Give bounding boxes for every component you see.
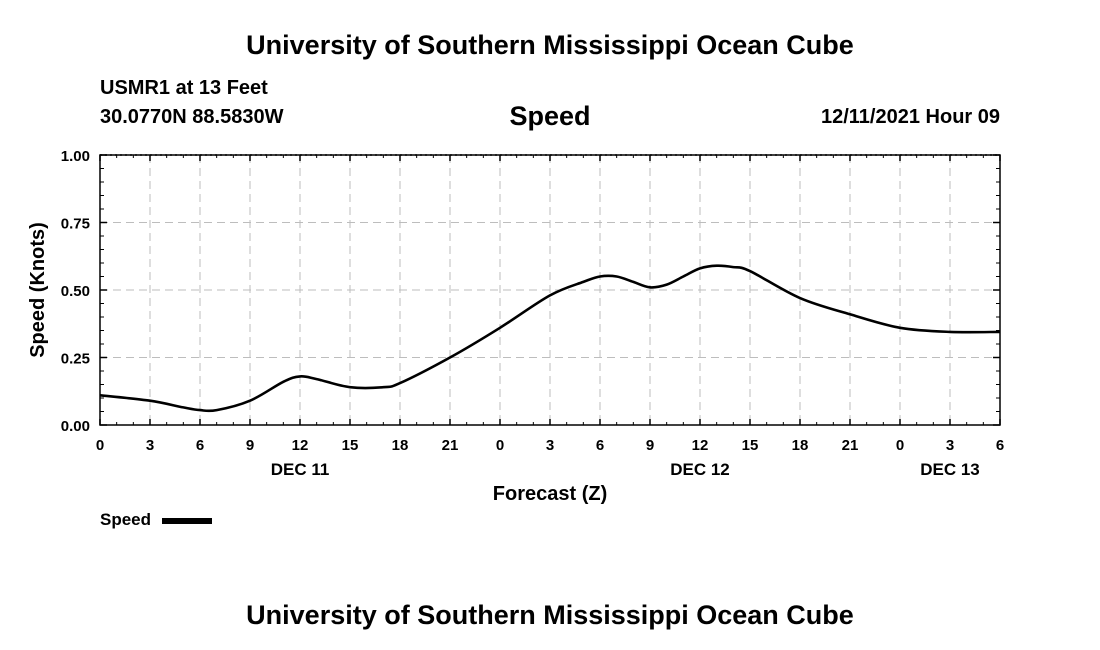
page-title: University of Southern Mississippi Ocean…	[246, 30, 854, 60]
x-axis-label: Forecast (Z)	[493, 483, 607, 505]
x-tick-label: 6	[196, 437, 204, 454]
chart-title: Speed	[509, 101, 591, 131]
x-tick-label: 0	[96, 437, 104, 454]
x-tick-label: 0	[896, 437, 904, 454]
x-tick-label: 15	[342, 437, 359, 454]
date-label: DEC 13	[920, 460, 980, 479]
x-tick-label: 9	[246, 437, 254, 454]
x-tick-label: 21	[442, 437, 459, 454]
axis-ticks: 0 3 6 9 12 15 18 21 0 3 6 9 12 15 18 21 0 3 6 0.00 0.25 0.50 0…	[61, 148, 1004, 479]
x-tick-label: 3	[546, 437, 554, 454]
series-group	[99, 264, 1001, 413]
x-tick-label: 18	[392, 437, 409, 454]
date-label: DEC 12	[670, 460, 730, 479]
station-label: USMR1 at 13 Feet	[100, 77, 268, 99]
x-tick-label: 12	[692, 437, 709, 454]
y-tick-label: 1.00	[61, 148, 90, 165]
x-tick-label: 18	[792, 437, 809, 454]
series-line-speed	[99, 264, 1001, 413]
x-tick-label: 15	[742, 437, 759, 454]
x-tick-label: 6	[596, 437, 604, 454]
y-tick-label: 0.50	[61, 283, 90, 300]
y-tick-label: 0.25	[61, 351, 90, 368]
speed-chart: 0 3 6 9 12 15 18 21 0 3 6 9 12 15 18 21 0 3 6 0.00 0.25 0.50 0…	[27, 148, 1004, 505]
x-tick-label: 3	[946, 437, 954, 454]
x-tick-label: 3	[146, 437, 154, 454]
x-tick-label: 6	[996, 437, 1004, 454]
y-tick-label: 0.75	[61, 216, 90, 233]
legend-label: Speed	[100, 510, 152, 529]
datetime-label: 12/11/2021 Hour 09	[820, 106, 1000, 128]
coordinates-label: 30.0770N 88.5830W	[100, 106, 284, 128]
footer-title: University of Southern Mississippi Ocean…	[246, 600, 854, 630]
x-tick-label: 12	[292, 437, 309, 454]
x-tick-label: 0	[496, 437, 504, 454]
y-axis-label: Speed (Knots)	[27, 222, 49, 358]
date-label: DEC 11	[271, 460, 330, 479]
x-tick-label: 9	[646, 437, 654, 454]
x-tick-label: 21	[842, 437, 859, 454]
legend-swatch	[162, 518, 212, 524]
grid	[100, 155, 1000, 425]
y-tick-label: 0.00	[61, 418, 90, 435]
